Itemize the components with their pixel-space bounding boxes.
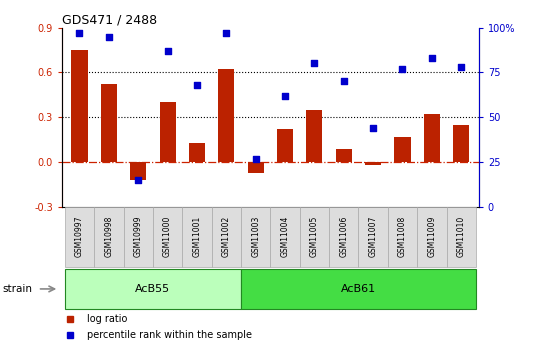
Point: [193, 82, 201, 88]
Bar: [336, 149, 352, 162]
Bar: [182, 207, 211, 267]
Bar: [306, 110, 322, 162]
Text: GSM11008: GSM11008: [398, 215, 407, 257]
Point: [457, 64, 465, 70]
Bar: [65, 207, 94, 267]
Bar: [365, 162, 381, 165]
Bar: [247, 162, 264, 172]
Bar: [153, 207, 182, 267]
Point: [339, 79, 348, 84]
Bar: [130, 162, 146, 180]
Bar: [358, 207, 388, 267]
Point: [428, 55, 436, 61]
Text: GSM11001: GSM11001: [193, 215, 201, 257]
Bar: [189, 143, 205, 162]
Bar: [159, 102, 175, 162]
Bar: [447, 207, 476, 267]
Point: [281, 93, 289, 99]
Point: [222, 30, 231, 36]
Bar: [124, 207, 153, 267]
Point: [104, 34, 113, 39]
Point: [163, 48, 172, 54]
Bar: [453, 125, 469, 162]
Text: GSM10998: GSM10998: [104, 215, 114, 257]
Text: GSM11009: GSM11009: [427, 215, 436, 257]
Bar: [394, 137, 410, 162]
Point: [75, 30, 84, 36]
Bar: [72, 50, 88, 162]
Text: GSM10997: GSM10997: [75, 215, 84, 257]
Text: GSM11007: GSM11007: [369, 215, 378, 257]
Text: log ratio: log ratio: [87, 314, 128, 324]
Text: AcB61: AcB61: [341, 284, 376, 294]
Bar: [271, 207, 300, 267]
Text: GDS471 / 2488: GDS471 / 2488: [62, 13, 157, 27]
Text: GSM11010: GSM11010: [457, 215, 466, 257]
Bar: [101, 85, 117, 162]
Bar: [94, 207, 124, 267]
Bar: [218, 69, 235, 162]
Bar: [417, 207, 447, 267]
Text: AcB55: AcB55: [136, 284, 171, 294]
Bar: [329, 207, 358, 267]
Bar: [211, 207, 241, 267]
Bar: [241, 269, 476, 309]
Text: GSM11004: GSM11004: [280, 215, 289, 257]
Bar: [65, 269, 241, 309]
Point: [398, 66, 407, 72]
Bar: [388, 207, 417, 267]
Point: [134, 177, 143, 183]
Bar: [300, 207, 329, 267]
Text: strain: strain: [3, 284, 33, 294]
Bar: [424, 114, 440, 162]
Text: GSM10999: GSM10999: [134, 215, 143, 257]
Bar: [277, 129, 293, 162]
Text: percentile rank within the sample: percentile rank within the sample: [87, 330, 252, 340]
Text: GSM11005: GSM11005: [310, 215, 319, 257]
Point: [310, 61, 318, 66]
Text: GSM11006: GSM11006: [339, 215, 348, 257]
Text: GSM11003: GSM11003: [251, 215, 260, 257]
Text: GSM11000: GSM11000: [163, 215, 172, 257]
Point: [369, 125, 378, 131]
Point: [251, 156, 260, 161]
Text: GSM11002: GSM11002: [222, 215, 231, 257]
Bar: [241, 207, 271, 267]
